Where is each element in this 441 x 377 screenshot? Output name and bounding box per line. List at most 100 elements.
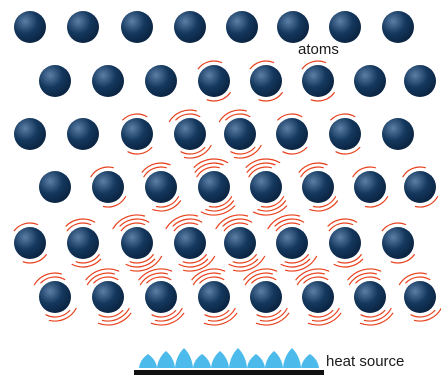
vibration-arc bbox=[93, 276, 119, 284]
vibration-arc bbox=[327, 218, 358, 227]
vibration-arc bbox=[232, 254, 257, 264]
vibration-arc bbox=[218, 109, 247, 123]
vibration-arc bbox=[215, 214, 249, 230]
burner-plate bbox=[134, 370, 324, 375]
vibration-arc bbox=[328, 222, 354, 232]
vibration-arc bbox=[225, 113, 251, 121]
vibration-arc bbox=[280, 258, 311, 268]
vibration-arc bbox=[256, 309, 282, 318]
vibration-arc bbox=[311, 307, 340, 322]
vibration-arc bbox=[309, 200, 339, 212]
vibration-arc bbox=[197, 60, 223, 70]
vibration-lines bbox=[13, 60, 441, 326]
vibration-arc bbox=[228, 258, 259, 268]
vibration-arc bbox=[251, 276, 277, 284]
vibration-arc bbox=[244, 272, 273, 286]
flame-tongue bbox=[301, 354, 319, 368]
vibration-arc bbox=[258, 92, 283, 102]
vibration-arc bbox=[335, 146, 361, 155]
vibration-arc bbox=[360, 309, 386, 318]
atom bbox=[354, 65, 386, 97]
atom bbox=[198, 65, 230, 97]
atom bbox=[382, 11, 414, 43]
vibration-arc bbox=[285, 255, 318, 272]
vibration-arc bbox=[233, 144, 262, 159]
flame-tongue bbox=[139, 354, 157, 368]
vibration-arc bbox=[75, 254, 100, 264]
vibration-arc bbox=[277, 113, 303, 121]
vibration-arc bbox=[196, 166, 220, 178]
vibration-arc bbox=[183, 144, 212, 159]
atom bbox=[14, 227, 46, 259]
atom bbox=[39, 171, 71, 203]
vibration-arc bbox=[359, 312, 394, 326]
vibration-arc bbox=[203, 312, 238, 326]
flame-tongue bbox=[247, 354, 265, 368]
atom bbox=[276, 118, 308, 150]
vibration-arc bbox=[243, 268, 278, 281]
atom bbox=[67, 11, 99, 43]
atom bbox=[276, 227, 308, 259]
atom bbox=[302, 281, 334, 313]
vibration-arc bbox=[90, 166, 114, 178]
atom bbox=[39, 281, 71, 313]
vibration-arc bbox=[355, 276, 381, 284]
vibration-arc bbox=[363, 307, 392, 322]
vibration-arc bbox=[143, 166, 167, 178]
flame-tongue bbox=[283, 348, 301, 368]
vibration-arc bbox=[127, 146, 153, 155]
vibration-arc bbox=[119, 218, 150, 227]
atom bbox=[382, 118, 414, 150]
atom bbox=[14, 118, 46, 150]
vibration-arc bbox=[352, 166, 376, 178]
atom bbox=[354, 171, 386, 203]
vibration-arc bbox=[337, 254, 362, 264]
vibration-arc bbox=[413, 307, 441, 322]
vibration-arc bbox=[222, 218, 253, 227]
vibration-arc bbox=[138, 268, 173, 281]
atom bbox=[250, 171, 282, 203]
vibration-arc bbox=[414, 196, 439, 208]
vibration-arc bbox=[175, 113, 201, 121]
atom bbox=[92, 65, 124, 97]
vibration-arc bbox=[364, 196, 389, 208]
vibration-arc bbox=[274, 218, 305, 227]
atoms-label: atoms bbox=[298, 41, 339, 58]
atoms-group bbox=[14, 11, 436, 313]
vibration-arc bbox=[192, 272, 221, 286]
vibration-arc bbox=[178, 258, 209, 268]
vibration-arc bbox=[120, 222, 146, 232]
vibration-arc bbox=[312, 196, 337, 208]
flame-tongue bbox=[265, 351, 283, 368]
flame-tongue bbox=[211, 351, 229, 368]
vibration-arc bbox=[284, 254, 309, 264]
atom bbox=[277, 11, 309, 43]
vibration-arc bbox=[260, 196, 285, 208]
flame-tongue bbox=[229, 348, 247, 368]
atom bbox=[354, 281, 386, 313]
vibration-arc bbox=[206, 92, 231, 102]
vibration-arc bbox=[155, 196, 180, 208]
vibration-arc bbox=[139, 272, 168, 286]
atom bbox=[302, 171, 334, 203]
atom bbox=[250, 281, 282, 313]
vibration-arc bbox=[193, 158, 229, 168]
vibration-arc bbox=[208, 196, 233, 208]
vibration-arc bbox=[330, 113, 356, 121]
atom bbox=[145, 171, 177, 203]
atom bbox=[250, 65, 282, 97]
vibration-arc bbox=[233, 255, 266, 272]
vibration-arc bbox=[390, 254, 415, 264]
atom bbox=[121, 11, 153, 43]
atom bbox=[39, 65, 71, 97]
vibration-arc bbox=[295, 268, 330, 281]
vibration-arc bbox=[310, 92, 335, 102]
vibration-arc bbox=[150, 312, 185, 326]
vibration-arc bbox=[333, 258, 364, 268]
vibration-arc bbox=[191, 268, 226, 281]
vibration-arc bbox=[207, 307, 236, 322]
vibration-arc bbox=[282, 146, 308, 155]
vibration-arc bbox=[122, 113, 148, 121]
vibration-arc bbox=[246, 162, 276, 173]
vibration-arc bbox=[125, 258, 156, 268]
